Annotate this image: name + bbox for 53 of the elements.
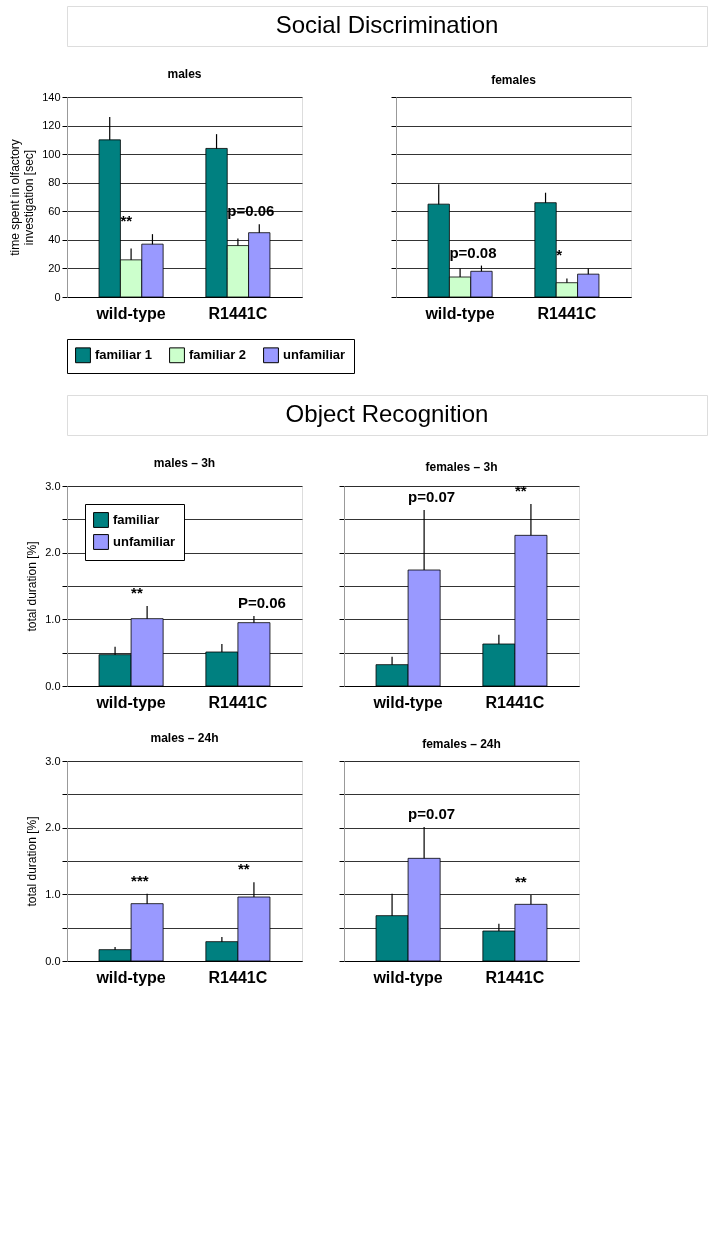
x-tick-label: R1441C bbox=[208, 693, 268, 711]
y-tick-label: 0 bbox=[54, 290, 61, 303]
chart-title: females – 3h bbox=[425, 460, 498, 474]
chart-title: females bbox=[491, 72, 537, 87]
legend-label: familiar 1 bbox=[95, 347, 153, 363]
x-tick-label: wild-type bbox=[95, 968, 166, 986]
legend-label: unfamiliar bbox=[283, 347, 346, 363]
annotation: p=0.07 bbox=[408, 488, 456, 505]
annotation: ** bbox=[237, 860, 250, 878]
y-tick-label: 120 bbox=[42, 119, 61, 132]
y-tick-label: 0.0 bbox=[45, 679, 61, 692]
y-tick-label: 80 bbox=[48, 176, 61, 189]
annotation: *** bbox=[131, 871, 149, 889]
legend-label: unfamiliar bbox=[113, 534, 176, 549]
annotation: ** bbox=[131, 584, 143, 601]
y-tick-label: 140 bbox=[42, 90, 61, 103]
y-tick-label: 2.0 bbox=[45, 546, 61, 559]
chart-title: females – 24h bbox=[422, 736, 501, 751]
y-tick-label: 3.0 bbox=[45, 479, 61, 492]
x-tick-label: wild-type bbox=[372, 693, 443, 711]
x-tick-label: wild-type bbox=[372, 968, 443, 986]
chart-title: males – 3h bbox=[153, 456, 216, 470]
legend-label: familiar bbox=[113, 512, 160, 527]
y-axis-title: total duration [%] bbox=[25, 816, 40, 907]
text: Social Discrimination bbox=[275, 11, 499, 38]
y-tick-label: 40 bbox=[48, 233, 61, 246]
x-tick-label: wild-type bbox=[95, 693, 166, 711]
x-tick-label: wild-type bbox=[424, 304, 495, 322]
y-tick-label: 20 bbox=[48, 261, 61, 274]
y-tick-label: 2.0 bbox=[45, 821, 61, 834]
x-tick-label: R1441C bbox=[208, 304, 268, 322]
chart-title: males bbox=[167, 67, 202, 81]
y-tick-label: 100 bbox=[42, 147, 61, 160]
y-tick-label: 3.0 bbox=[45, 754, 61, 767]
y-tick-label: 0.0 bbox=[45, 954, 61, 967]
y-tick-label: 1.0 bbox=[45, 612, 61, 625]
x-tick-label: R1441C bbox=[537, 304, 597, 322]
annotation: ** bbox=[514, 482, 527, 499]
x-tick-label: R1441C bbox=[208, 968, 268, 986]
annotation: ** bbox=[514, 873, 527, 890]
y-axis-title: time spent in olfactory investigation [sec] bbox=[8, 139, 37, 256]
x-tick-label: R1441C bbox=[485, 968, 545, 986]
x-tick-label: wild-type bbox=[95, 304, 166, 322]
legend-label: familiar 2 bbox=[189, 347, 247, 363]
annotation: p=0.07 bbox=[408, 805, 456, 822]
y-tick-label: 1.0 bbox=[45, 887, 61, 900]
chart-title: males – 24h bbox=[150, 731, 219, 745]
y-axis-title: total duration [%] bbox=[25, 541, 40, 632]
text: Object Recognition bbox=[285, 400, 489, 427]
annotation: P=0.06 bbox=[237, 594, 286, 611]
annotation: p=0.08 bbox=[449, 243, 497, 261]
y-tick-label: 60 bbox=[48, 204, 61, 217]
x-tick-label: R1441C bbox=[485, 693, 545, 711]
